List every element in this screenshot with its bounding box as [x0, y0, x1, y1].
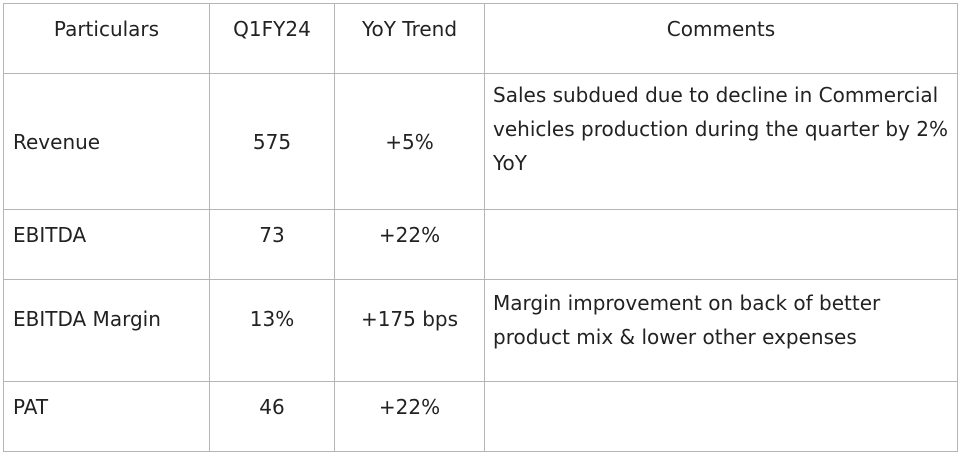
- cell-particular: Revenue: [3, 73, 210, 210]
- header-yoy-trend: YoY Trend: [334, 3, 485, 74]
- cell-value: 575: [209, 73, 335, 210]
- results-table-container: Particulars Q1FY24 YoY Trend Comments Re…: [3, 3, 958, 452]
- header-q1fy24: Q1FY24: [209, 3, 335, 74]
- table-header-row: Particulars Q1FY24 YoY Trend Comments: [3, 3, 958, 74]
- cell-comment: [484, 381, 958, 452]
- results-table: Particulars Q1FY24 YoY Trend Comments Re…: [3, 3, 958, 452]
- cell-trend: +22%: [334, 381, 485, 452]
- cell-particular: EBITDA: [3, 209, 210, 280]
- cell-particular: PAT: [3, 381, 210, 452]
- cell-value: 13%: [209, 279, 335, 382]
- table-row: PAT 46 +22%: [3, 381, 958, 452]
- cell-value: 46: [209, 381, 335, 452]
- table-row: EBITDA 73 +22%: [3, 209, 958, 280]
- cell-comment: Sales subdued due to decline in Commerci…: [484, 73, 958, 210]
- cell-comment: [484, 209, 958, 280]
- header-particulars: Particulars: [3, 3, 210, 74]
- cell-trend: +22%: [334, 209, 485, 280]
- cell-trend: +5%: [334, 73, 485, 210]
- cell-trend: +175 bps: [334, 279, 485, 382]
- header-comments: Comments: [484, 3, 958, 74]
- cell-value: 73: [209, 209, 335, 280]
- table-row: Revenue 575 +5% Sales subdued due to dec…: [3, 73, 958, 210]
- cell-particular: EBITDA Margin: [3, 279, 210, 382]
- table-row: EBITDA Margin 13% +175 bps Margin improv…: [3, 279, 958, 382]
- cell-comment: Margin improvement on back of better pro…: [484, 279, 958, 382]
